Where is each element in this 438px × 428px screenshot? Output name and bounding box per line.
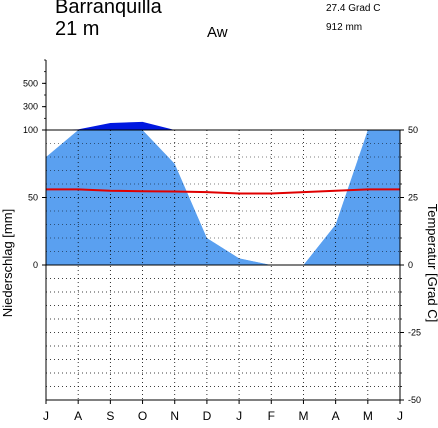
precip-tick-label: 300 bbox=[23, 102, 38, 112]
grid-lines bbox=[46, 130, 400, 400]
month-label: J bbox=[397, 409, 403, 423]
precip-tick-label: 50 bbox=[28, 193, 38, 203]
precipitation-extreme-area bbox=[46, 121, 400, 130]
temp-tick-label: -50 bbox=[408, 395, 421, 405]
annual-precipitation: 912 mm bbox=[326, 22, 363, 33]
month-label: D bbox=[203, 409, 212, 423]
annual-mean-temperature: 27.4 Grad C bbox=[326, 3, 381, 14]
tick-labels: 0 50 100 300 500 -50 -25 0 25 50 J A S O N D J F M A M J Niede… bbox=[0, 78, 438, 423]
precip-tick-label: 100 bbox=[23, 125, 38, 135]
month-label: O bbox=[138, 409, 147, 423]
temperature-line bbox=[46, 188, 400, 195]
climate-classification: Aw bbox=[207, 24, 228, 41]
precip-axis-title: Niederschlag [mm] bbox=[0, 209, 15, 317]
temp-axis-title: Temperatur [Grad C] bbox=[425, 204, 438, 323]
month-label: N bbox=[170, 409, 179, 423]
temp-tick-label: 50 bbox=[408, 125, 418, 135]
axes bbox=[42, 59, 404, 404]
temp-tick-label: -25 bbox=[408, 328, 421, 338]
station-elevation: 21 m bbox=[55, 18, 100, 40]
month-label: J bbox=[236, 409, 242, 423]
month-label: M bbox=[298, 409, 308, 423]
temp-tick-label: 0 bbox=[408, 260, 413, 270]
temp-tick-label: 25 bbox=[408, 193, 418, 203]
month-label: F bbox=[268, 409, 275, 423]
precipitation-area bbox=[46, 130, 400, 265]
month-label: A bbox=[74, 409, 82, 423]
precip-tick-label: 0 bbox=[33, 260, 38, 270]
month-label: A bbox=[332, 409, 340, 423]
month-label: S bbox=[106, 409, 114, 423]
precip-tick-label: 500 bbox=[23, 78, 38, 88]
month-label: J bbox=[43, 409, 49, 423]
month-label: M bbox=[363, 409, 373, 423]
station-name: Barranquilla bbox=[55, 0, 162, 18]
temperature-series bbox=[46, 188, 400, 195]
